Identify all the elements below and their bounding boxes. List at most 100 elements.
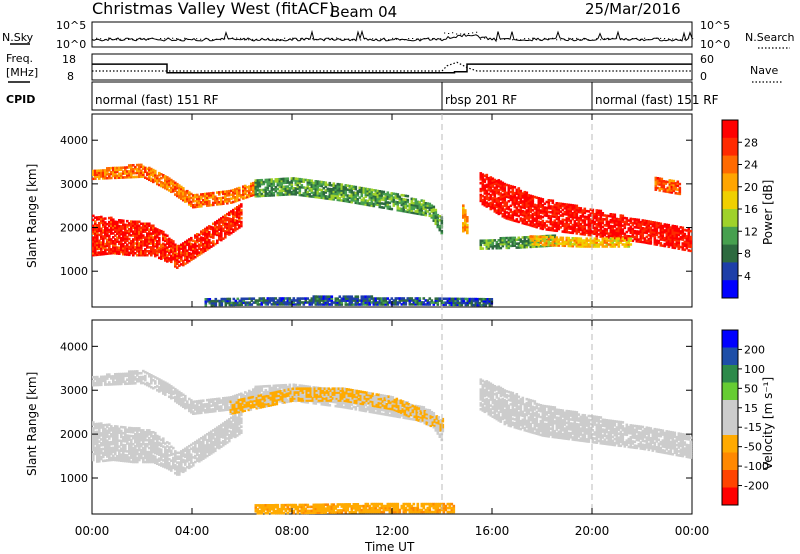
range-gate-cell xyxy=(358,299,362,302)
range-gate-cell xyxy=(499,192,503,195)
range-gate-cell xyxy=(657,241,661,245)
range-gate-cell xyxy=(156,436,159,440)
range-gate-cell xyxy=(208,202,211,205)
range-gate-cell xyxy=(296,179,300,183)
range-gate-cell xyxy=(220,238,223,242)
range-gate-cell xyxy=(310,301,314,304)
range-gate-cell xyxy=(613,235,617,238)
range-gate-cell xyxy=(617,243,621,246)
range-gate-cell xyxy=(118,174,121,177)
range-gate-cell xyxy=(226,194,229,197)
range-gate-cell xyxy=(192,200,195,203)
range-gate-cell xyxy=(404,206,408,209)
range-gate-cell xyxy=(304,301,308,304)
range-gate-cell xyxy=(168,464,171,467)
range-gate-cell xyxy=(659,222,663,226)
range-gate-cell xyxy=(212,242,215,245)
range-gate-cell xyxy=(537,200,541,204)
range-gate-cell xyxy=(324,183,328,186)
range-gate-cell xyxy=(134,228,137,231)
range-gate-cell xyxy=(204,231,207,235)
range-gate-cell xyxy=(220,200,223,204)
range-gate-cell xyxy=(94,438,97,442)
range-gate-cell xyxy=(94,249,97,253)
range-gate-cell xyxy=(525,215,529,218)
range-gate-cell xyxy=(579,215,583,218)
range-gate-cell xyxy=(250,303,254,306)
range-gate-cell xyxy=(555,240,559,243)
range-gate-cell xyxy=(501,193,505,196)
range-gate-cell xyxy=(388,193,392,197)
range-gate-cell xyxy=(122,176,125,179)
range-gate-cell xyxy=(418,204,422,208)
range-gate-cell xyxy=(601,229,605,233)
range-gate-cell xyxy=(446,299,450,303)
range-gate-cell xyxy=(94,232,97,235)
range-gate-cell xyxy=(130,245,133,249)
range-gate-cell xyxy=(338,185,342,188)
range-gate-cell xyxy=(226,224,229,228)
range-gate-cell xyxy=(144,431,147,434)
range-gate-cell xyxy=(170,178,173,182)
range-gate-cell xyxy=(124,235,127,238)
range-gate-cell xyxy=(222,221,225,225)
range-gate-cell xyxy=(557,212,561,215)
range-gate-cell xyxy=(146,234,149,237)
range-gate-cell xyxy=(206,200,209,203)
range-gate-cell xyxy=(677,227,681,231)
range-gate-cell xyxy=(292,187,296,190)
range-gate-cell xyxy=(106,234,109,238)
range-gate-cell xyxy=(128,172,131,175)
range-gate-cell xyxy=(551,209,555,212)
range-gate-cell xyxy=(583,241,587,244)
range-gate-cell xyxy=(92,253,95,257)
range-gate-cell xyxy=(535,220,539,223)
range-gate-cell xyxy=(675,225,679,228)
range-gate-cell xyxy=(328,297,332,300)
range-gate-cell xyxy=(398,207,402,210)
range-gate-cell xyxy=(527,243,531,247)
range-gate-cell xyxy=(392,202,396,205)
range-gate-cell xyxy=(172,250,175,253)
range-gate-cell xyxy=(328,181,332,185)
range-gate-cell xyxy=(380,206,384,209)
range-gate-cell xyxy=(370,196,374,200)
range-gate-cell xyxy=(134,440,137,444)
range-gate-cell xyxy=(569,219,573,223)
range-gate-cell xyxy=(138,440,141,444)
range-gate-cell xyxy=(535,212,539,215)
range-gate-cell xyxy=(464,301,468,305)
range-gate-cell xyxy=(186,448,189,451)
range-gate-cell xyxy=(140,429,143,432)
range-gate-cell xyxy=(128,426,131,430)
range-gate-cell xyxy=(144,244,147,247)
range-gate-cell xyxy=(591,241,595,244)
range-gate-cell xyxy=(400,303,404,306)
range-gate-cell xyxy=(669,236,673,239)
range-gate-cell xyxy=(164,446,167,449)
range-gate-cell xyxy=(551,227,555,230)
range-gate-cell xyxy=(543,226,547,229)
range-gate-cell xyxy=(150,431,153,434)
range-gate-cell xyxy=(658,181,662,184)
range-gate-cell xyxy=(200,201,203,204)
range-gate-cell xyxy=(444,297,448,301)
range-gate-cell xyxy=(186,189,189,193)
range-gate-cell xyxy=(304,178,308,182)
range-gate-cell xyxy=(166,260,169,263)
range-gate-cell xyxy=(320,182,324,186)
range-gate-cell xyxy=(368,301,372,304)
range-gate-cell xyxy=(314,295,318,298)
range-gate-cell xyxy=(106,443,109,446)
range-gate-cell xyxy=(489,243,493,246)
range-gate-cell xyxy=(660,187,664,191)
range-gate-cell xyxy=(158,248,161,252)
range-gate-cell xyxy=(408,297,412,300)
range-gate-cell xyxy=(649,240,653,243)
range-gate-cell xyxy=(619,237,623,241)
range-gate-cell xyxy=(476,301,480,305)
range-gate-cell xyxy=(188,450,191,454)
range-gate-cell xyxy=(362,303,366,306)
range-gate-cell xyxy=(643,221,647,225)
range-gate-cell xyxy=(665,239,669,242)
